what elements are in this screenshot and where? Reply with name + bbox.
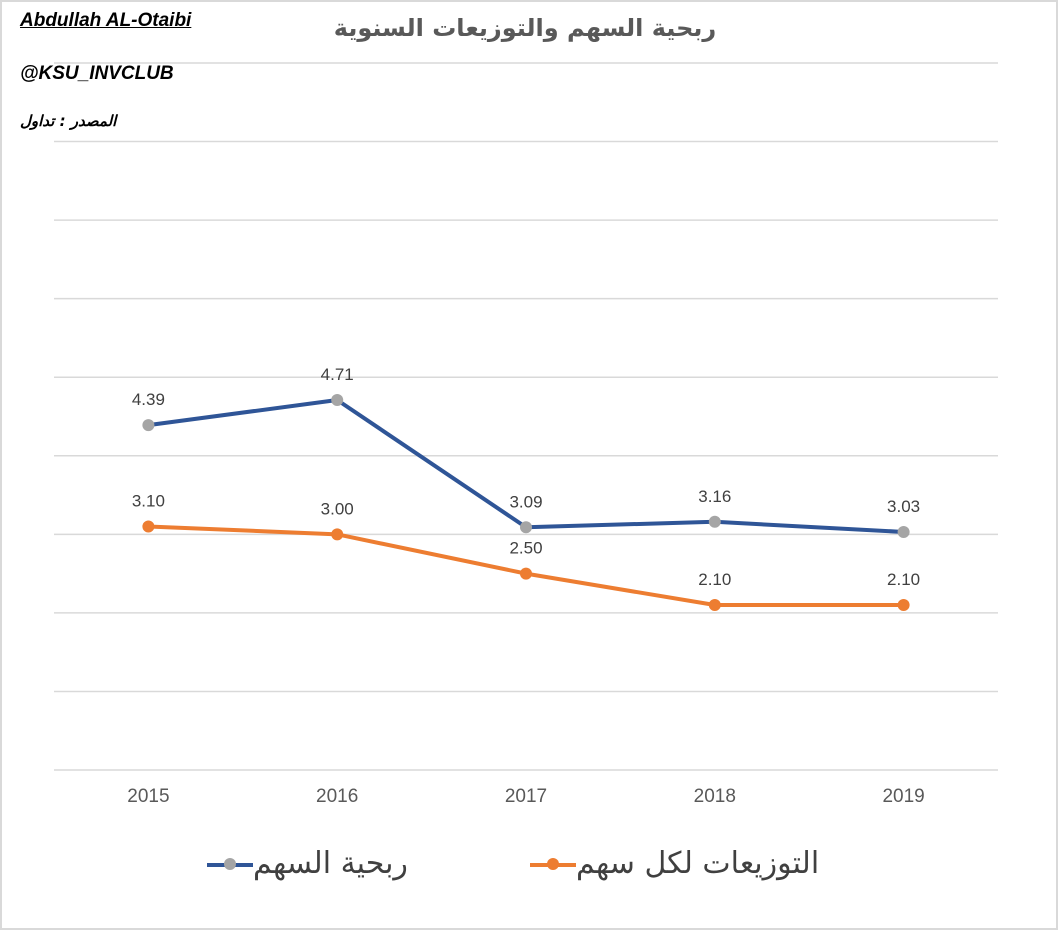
legend-swatch-eps bbox=[207, 854, 253, 874]
data-label: 3.10 bbox=[132, 491, 165, 510]
series-line bbox=[146, 398, 906, 534]
data-point bbox=[520, 567, 532, 580]
chart-title: ربحية السهم والتوزيعات السنوية bbox=[333, 14, 717, 42]
legend-label-eps: ربحية السهم bbox=[253, 846, 408, 881]
data-point bbox=[331, 394, 344, 407]
data-label: 2.10 bbox=[698, 570, 731, 589]
x-tick-label: 2016 bbox=[316, 786, 358, 807]
x-tick-label: 2017 bbox=[505, 786, 547, 807]
data-point bbox=[142, 419, 155, 432]
legend-swatch-dividend bbox=[530, 854, 576, 874]
author-name: Abdullah AL-Otaibi bbox=[20, 10, 192, 31]
legend: ربحية السهم التوزيعات لكل سهم bbox=[0, 846, 1062, 896]
data-point bbox=[897, 599, 910, 612]
x-tick-label: 2019 bbox=[882, 786, 924, 807]
legend-item-eps: ربحية السهم bbox=[205, 846, 408, 881]
data-label: 3.03 bbox=[887, 497, 920, 516]
gridlines bbox=[54, 62, 998, 771]
series-eps: 4.39 4.71 3.09 3.16 3.03 bbox=[132, 365, 920, 538]
data-label: 3.00 bbox=[321, 499, 354, 518]
x-tick-label: 2015 bbox=[127, 786, 169, 807]
x-axis-ticks: 2015 2016 2017 2018 2019 bbox=[127, 786, 924, 807]
data-point bbox=[331, 528, 344, 541]
data-point bbox=[708, 599, 721, 612]
legend-item-dividend: التوزيعات لكل سهم bbox=[528, 846, 819, 881]
data-source-note: المصدر : تداول bbox=[20, 112, 117, 130]
data-point bbox=[897, 525, 910, 538]
data-point bbox=[142, 520, 155, 533]
data-label: 4.39 bbox=[132, 390, 165, 409]
data-label: 3.16 bbox=[698, 487, 731, 506]
series-group: 4.39 4.71 3.09 3.16 3.03 3.10 3.00 2.50 2.10 2.10 bbox=[132, 365, 920, 612]
data-label: 4.71 bbox=[321, 365, 354, 384]
data-point bbox=[520, 521, 532, 534]
series-dividend: 3.10 3.00 2.50 2.10 2.10 bbox=[132, 491, 920, 612]
x-tick-label: 2018 bbox=[694, 786, 736, 807]
club-handle: @KSU_INVCLUB bbox=[20, 63, 174, 84]
data-label: 2.10 bbox=[887, 570, 920, 589]
legend-label-dividend: التوزيعات لكل سهم bbox=[576, 846, 820, 881]
data-label: 2.50 bbox=[509, 539, 542, 558]
data-point bbox=[708, 515, 721, 528]
data-label: 3.09 bbox=[509, 492, 542, 511]
